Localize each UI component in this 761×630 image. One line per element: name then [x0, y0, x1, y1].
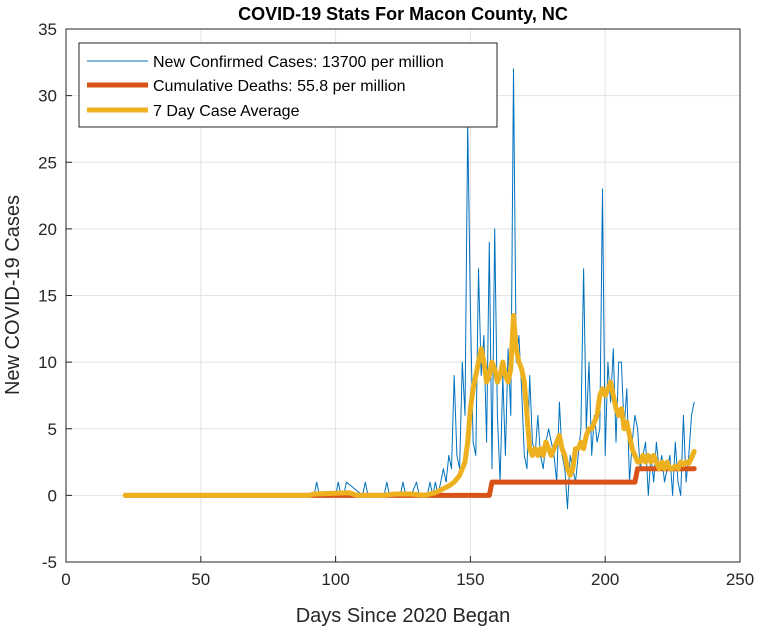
y-tick-label: 35: [38, 20, 57, 39]
y-tick-label: 30: [38, 87, 57, 106]
legend-label-new-cases: New Confirmed Cases: 13700 per million: [153, 54, 444, 71]
x-tick-label: 150: [456, 570, 484, 589]
x-axis-ticks: 0 50 100 150 200 250: [61, 556, 754, 589]
legend-box: [78, 42, 498, 128]
y-tick-label: 15: [38, 287, 57, 306]
series-layer: [122, 68, 697, 510]
y-axis-label: New COVID-19 Cases: [2, 195, 24, 395]
chart-title: COVID-19 Stats For Macon County, NC: [238, 4, 568, 24]
legend-label-7-day-average: 7 Day Case Average: [153, 103, 300, 120]
y-tick-label: 5: [48, 420, 57, 439]
x-axis-label: Days Since 2020 Began: [296, 605, 511, 627]
legend: New Confirmed Cases: 13700 per million C…: [78, 42, 498, 128]
y-tick-label: 0: [48, 486, 57, 505]
x-tick-label: 200: [591, 570, 619, 589]
y-tick-label: 20: [38, 220, 57, 239]
y-tick-label: 25: [38, 153, 57, 172]
series-line-7-day-average: [122, 313, 697, 498]
series-line-new-cases: [124, 68, 695, 510]
legend-label-deaths: Cumulative Deaths: 55.8 per million: [153, 78, 406, 95]
y-tick-label: -5: [42, 553, 57, 572]
x-tick-label: 50: [191, 570, 210, 589]
x-tick-label: 0: [61, 570, 70, 589]
x-tick-label: 100: [321, 570, 349, 589]
y-tick-label: 10: [38, 353, 57, 372]
series-line-deaths: [122, 466, 697, 498]
x-tick-label: 250: [726, 570, 754, 589]
y-axis-ticks: -5 0 5 10 15 20 25 30 35: [38, 20, 72, 572]
